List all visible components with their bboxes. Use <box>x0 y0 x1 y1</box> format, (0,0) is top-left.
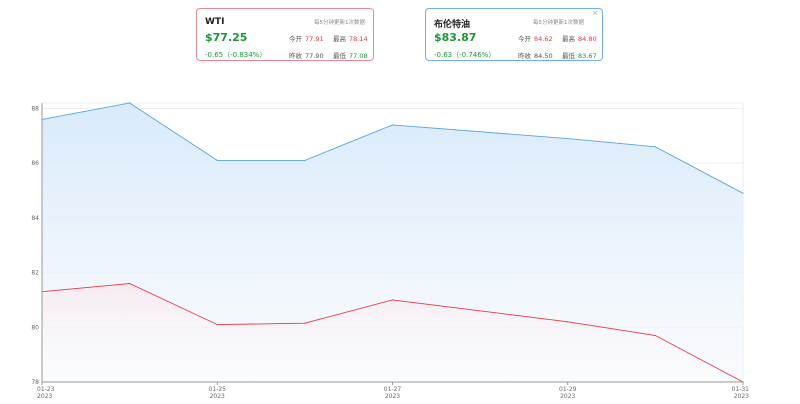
brent-high: 最高 84.80 <box>562 33 597 43</box>
brent-low: 最低 83.67 <box>562 50 597 60</box>
wti-high-label: 最高 <box>333 35 346 43</box>
wti-change: -0.65（-0.834%） <box>205 51 267 59</box>
brent-change: -0.63（-0.746%） <box>434 51 496 59</box>
wti-name: WTI <box>205 17 225 27</box>
brent-open: 今开 84.62 <box>518 33 553 43</box>
wti-series-line <box>41 283 744 383</box>
brent-data-point <box>742 192 744 194</box>
wti-open-label: 今开 <box>289 35 302 43</box>
brent-data-point <box>129 102 131 104</box>
x-tick-year: 2023 <box>210 393 225 400</box>
brent-update-note: 每5分钟更新1次数据 <box>533 20 584 26</box>
wti-high-value: 78.14 <box>349 35 368 43</box>
wti-data-point <box>391 299 394 301</box>
x-tick-year: 2023 <box>37 393 52 400</box>
brent-high-label: 最高 <box>562 35 575 43</box>
wti-data-point <box>654 334 656 337</box>
wti-update-note: 每5分钟更新1次数据 <box>314 20 365 26</box>
wti-high: 最高 78.14 <box>333 33 368 43</box>
y-tick-label: 86 <box>31 160 39 167</box>
wti-area <box>42 283 743 382</box>
wti-open: 今开 77.91 <box>289 33 324 43</box>
x-tick-label: 01-25 <box>209 386 227 393</box>
brent-data-point <box>567 137 569 140</box>
y-tick-label: 88 <box>31 105 39 112</box>
x-tick-label: 01-23 <box>37 386 55 393</box>
brent-data-point <box>654 146 656 148</box>
brent-open-label: 今开 <box>518 35 531 43</box>
x-tick-year: 2023 <box>560 393 575 400</box>
x-tick-label: 01-31 <box>732 386 750 393</box>
wti-data-point <box>567 321 569 323</box>
x-tick-year: 2023 <box>734 393 749 400</box>
wti-prev-close: 昨收 77.90 <box>289 50 324 60</box>
brent-prev-close: 昨收 84.50 <box>518 50 553 60</box>
brent-data-point <box>304 159 306 162</box>
wti-data-point <box>216 323 218 326</box>
wti-low-value: 77.08 <box>349 52 368 60</box>
y-tick-label: 80 <box>31 324 39 331</box>
y-tick-label: 82 <box>31 270 39 277</box>
brent-data-point <box>391 124 394 126</box>
brent-low-label: 最低 <box>562 52 575 60</box>
brent-price: $83.87 <box>434 31 477 44</box>
brent-prev-value: 84.50 <box>534 52 553 60</box>
wti-open-value: 77.91 <box>305 35 324 43</box>
wti-data-point <box>304 322 306 324</box>
brent-name: 布伦特油 <box>434 20 471 30</box>
x-tick-year: 2023 <box>385 393 400 400</box>
brent-area <box>42 103 743 382</box>
wti-low: 最低 77.08 <box>333 50 368 60</box>
x-tick-label: 01-27 <box>384 386 402 393</box>
brent-quote-card: × 布伦特油 每5分钟更新1次数据 $83.87 今开 84.62 最高 84.80… <box>425 8 603 61</box>
brent-high-value: 84.80 <box>578 35 597 43</box>
brent-series-line <box>41 102 744 194</box>
y-tick-label: 78 <box>31 379 39 386</box>
wti-data-point <box>129 282 131 285</box>
brent-low-value: 83.67 <box>578 52 597 60</box>
brent-data-point <box>216 159 218 162</box>
brent-open-value: 84.62 <box>534 35 553 43</box>
wti-quote-card: WTI 每5分钟更新1次数据 $77.25 今开 77.91 最高 78.14 -0… <box>196 8 374 61</box>
wti-prev-value: 77.90 <box>305 52 324 60</box>
wti-prev-label: 昨收 <box>289 52 302 60</box>
brent-prev-label: 昨收 <box>518 52 531 60</box>
close-icon[interactable]: × <box>592 9 598 17</box>
y-tick-label: 84 <box>31 215 39 222</box>
wti-low-label: 最低 <box>333 52 346 60</box>
x-tick-label: 01-29 <box>559 386 577 393</box>
wti-price: $77.25 <box>205 31 248 44</box>
